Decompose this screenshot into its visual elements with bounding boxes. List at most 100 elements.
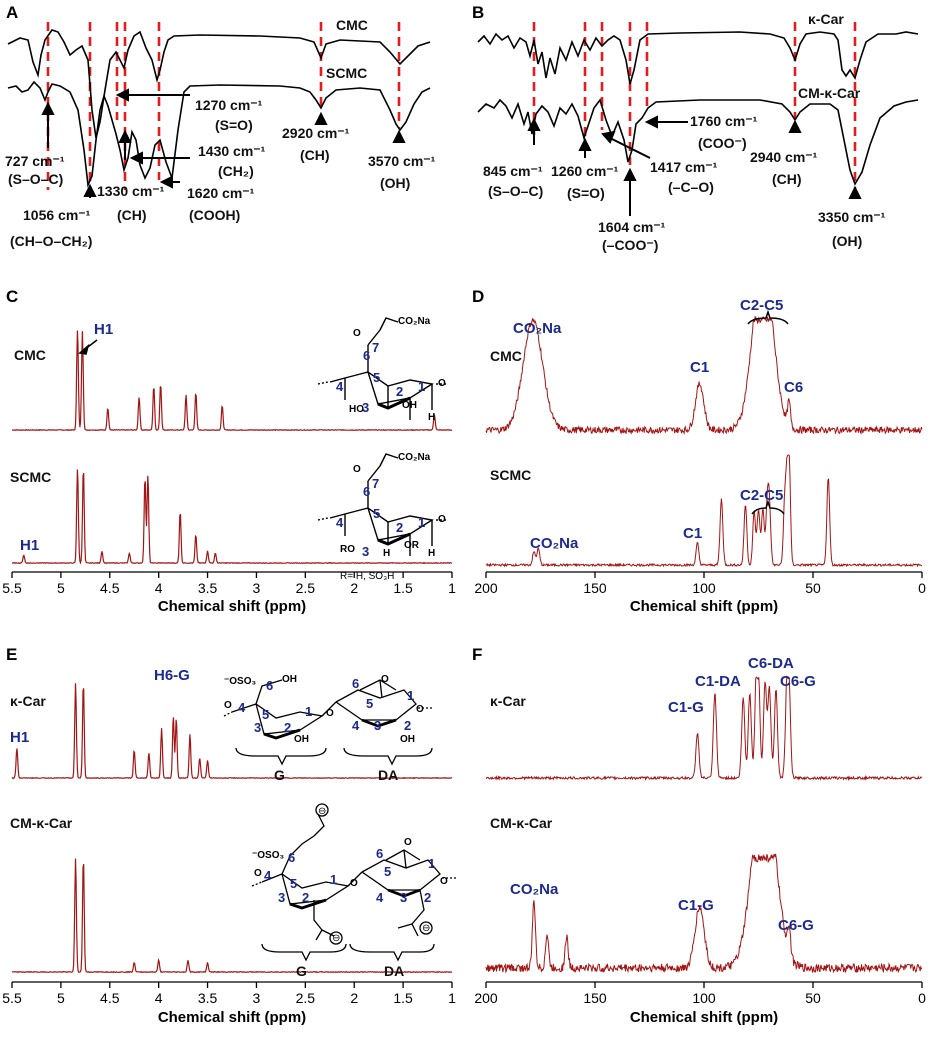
svg-text:1: 1 [418, 379, 425, 394]
axis-tick-label: 2.5 [296, 580, 316, 596]
ir-a-arrows [41, 88, 406, 198]
svg-text:1: 1 [407, 688, 414, 703]
kcar-unit-da: DA [378, 767, 398, 783]
panel-d: D CMC SCMC CO₂Na C1 C2-C5 C6 CO₂Na C1 C2… [472, 287, 926, 615]
d-brace-top [747, 309, 789, 325]
ir-b-3350-assign: (OH) [832, 233, 862, 249]
spec-label-d-scmc: SCMC [490, 467, 531, 483]
axis-tick-label: 3.5 [198, 580, 218, 596]
axis-d-title: Chemical shift (ppm) [630, 598, 778, 615]
axis-tick-label: 3.5 [198, 990, 218, 1006]
axis-tick-label: 50 [805, 580, 821, 596]
axis-tick-label: 3 [253, 580, 261, 596]
svg-text:6: 6 [363, 348, 370, 363]
spec-label-e-kcar: κ-Car [10, 693, 46, 709]
d-label-c6: C6 [784, 379, 803, 396]
d-label-c1-bottom: C1 [683, 525, 702, 542]
svg-text:O: O [350, 878, 358, 889]
svg-text:1: 1 [305, 704, 312, 719]
panel-letter-d: D [472, 287, 484, 306]
nmr-trace-c-scmc [11, 469, 453, 565]
axis-tick-label: 4 [155, 990, 163, 1006]
svg-text:O: O [254, 868, 262, 879]
svg-text:2: 2 [396, 520, 403, 535]
svg-text:6: 6 [376, 846, 383, 861]
nmr-trace-e-cmkcar [11, 858, 453, 974]
panel-letter-a: A [6, 3, 18, 22]
svg-text:3: 3 [400, 890, 407, 905]
c-label-h1-bottom: H1 [20, 537, 39, 554]
axis-tick-label: 2 [350, 990, 358, 1006]
svg-text:OH: OH [282, 674, 297, 685]
structure-cmc-numbers: 7 6 4 5 2 1 3 O HO OH O H [336, 328, 446, 423]
f-label-co2na: CO₂Na [510, 881, 559, 898]
nmr-trace-d-cmc [485, 315, 923, 436]
svg-text:4: 4 [264, 868, 272, 883]
f-label-c6g-bottom: C6-G [778, 917, 814, 934]
axis-tick-label: 200 [474, 990, 498, 1006]
svg-text:O: O [353, 464, 361, 475]
ir-trace-cmkcar [477, 98, 919, 186]
svg-text:1: 1 [330, 872, 337, 887]
axis-c-title: Chemical shift (ppm) [158, 598, 306, 615]
axis-tick-label: 3 [253, 990, 261, 1006]
structure-kcar [223, 679, 433, 766]
svg-text:5: 5 [373, 370, 380, 385]
axis-tick-label: 1 [448, 580, 456, 596]
spec-label-f-cmkcar: CM-κ-Car [490, 815, 553, 831]
ir-a-1056: 1056 cm⁻¹ [23, 207, 91, 223]
trace-label-cmkcar: CM-κ-Car [798, 85, 861, 101]
svg-text:OH: OH [402, 400, 417, 411]
panel-letter-f: F [472, 645, 482, 664]
ir-a-1430: 1430 cm⁻¹ [198, 143, 266, 159]
f-label-c1g-bottom: C1-G [678, 897, 714, 914]
axis-tick-label: 100 [692, 580, 716, 596]
svg-text:3: 3 [362, 544, 369, 559]
ir-trace-scmc [7, 80, 431, 189]
svg-text:6: 6 [288, 850, 295, 865]
ir-b-1760: 1760 cm⁻¹ [690, 113, 758, 129]
structure-kcar-text: ⁻OSO₃ 6 OH 4 5 1 3 2 OH O O 6 5 1 4 3 2 … [224, 674, 424, 745]
axis-e: 5.5 5 4.5 4 3.5 3 2.5 2 1.5 1 Chemical shift (ppm… [2, 981, 456, 1026]
spec-label-c-scmc: SCMC [10, 469, 51, 485]
ir-a-1330-assign: (CH) [117, 207, 147, 223]
svg-text:4: 4 [336, 515, 344, 530]
svg-text:7: 7 [372, 476, 379, 491]
svg-text:RO: RO [340, 544, 355, 555]
nmr-trace-e-kcar [11, 683, 453, 780]
axis-tick-label: 50 [805, 990, 821, 1006]
svg-text:4: 4 [352, 718, 360, 733]
structure-scmc-numbers: 7 6 4 5 2 1 3 O RO OR O H H [336, 464, 446, 559]
nmr-trace-c-cmc [12, 330, 453, 432]
c-label-h1-top: H1 [94, 321, 113, 338]
ir-a-2920-assign: (CH) [300, 147, 330, 163]
ir-b-1604-assign: (–COO⁻) [602, 237, 658, 253]
axis-tick-label: 1.5 [393, 580, 413, 596]
axis-f-title: Chemical shift (ppm) [630, 1009, 778, 1026]
axis-tick-label: 200 [474, 580, 498, 596]
svg-text:⁻OSO₃: ⁻OSO₃ [252, 850, 285, 861]
axis-tick-label: 4 [155, 580, 163, 596]
svg-text:⊖: ⊖ [318, 806, 326, 817]
ir-a-3570: 3570 cm⁻¹ [368, 153, 436, 169]
svg-text:5: 5 [366, 696, 373, 711]
svg-text:3: 3 [362, 400, 369, 415]
svg-text:3: 3 [278, 890, 285, 905]
spec-label-f-kcar: κ-Car [490, 693, 526, 709]
ir-b-1417-assign: (–C–O) [668, 179, 714, 195]
axis-tick-label: 0 [918, 580, 926, 596]
svg-text:4: 4 [376, 890, 384, 905]
cmkcar-unit-da: DA [384, 963, 404, 979]
axis-e-ticks: 5.5 5 4.5 4 3.5 3 2.5 2 1.5 1 [2, 982, 456, 1006]
ir-b-arrows [527, 115, 862, 216]
svg-text:O: O [381, 674, 389, 685]
axis-e-title: Chemical shift (ppm) [158, 1009, 306, 1026]
svg-text:3: 3 [254, 720, 261, 735]
e-label-h6g: H6-G [154, 667, 190, 684]
axis-f: 200 150 100 50 0 Chemical shift (ppm) [474, 981, 926, 1026]
structure-scmc [317, 453, 448, 556]
svg-text:H: H [428, 412, 435, 423]
ir-a-1620: 1620 cm⁻¹ [187, 185, 255, 201]
ir-b-1260: 1260 cm⁻¹ [551, 163, 619, 179]
axis-tick-label: 150 [583, 580, 607, 596]
